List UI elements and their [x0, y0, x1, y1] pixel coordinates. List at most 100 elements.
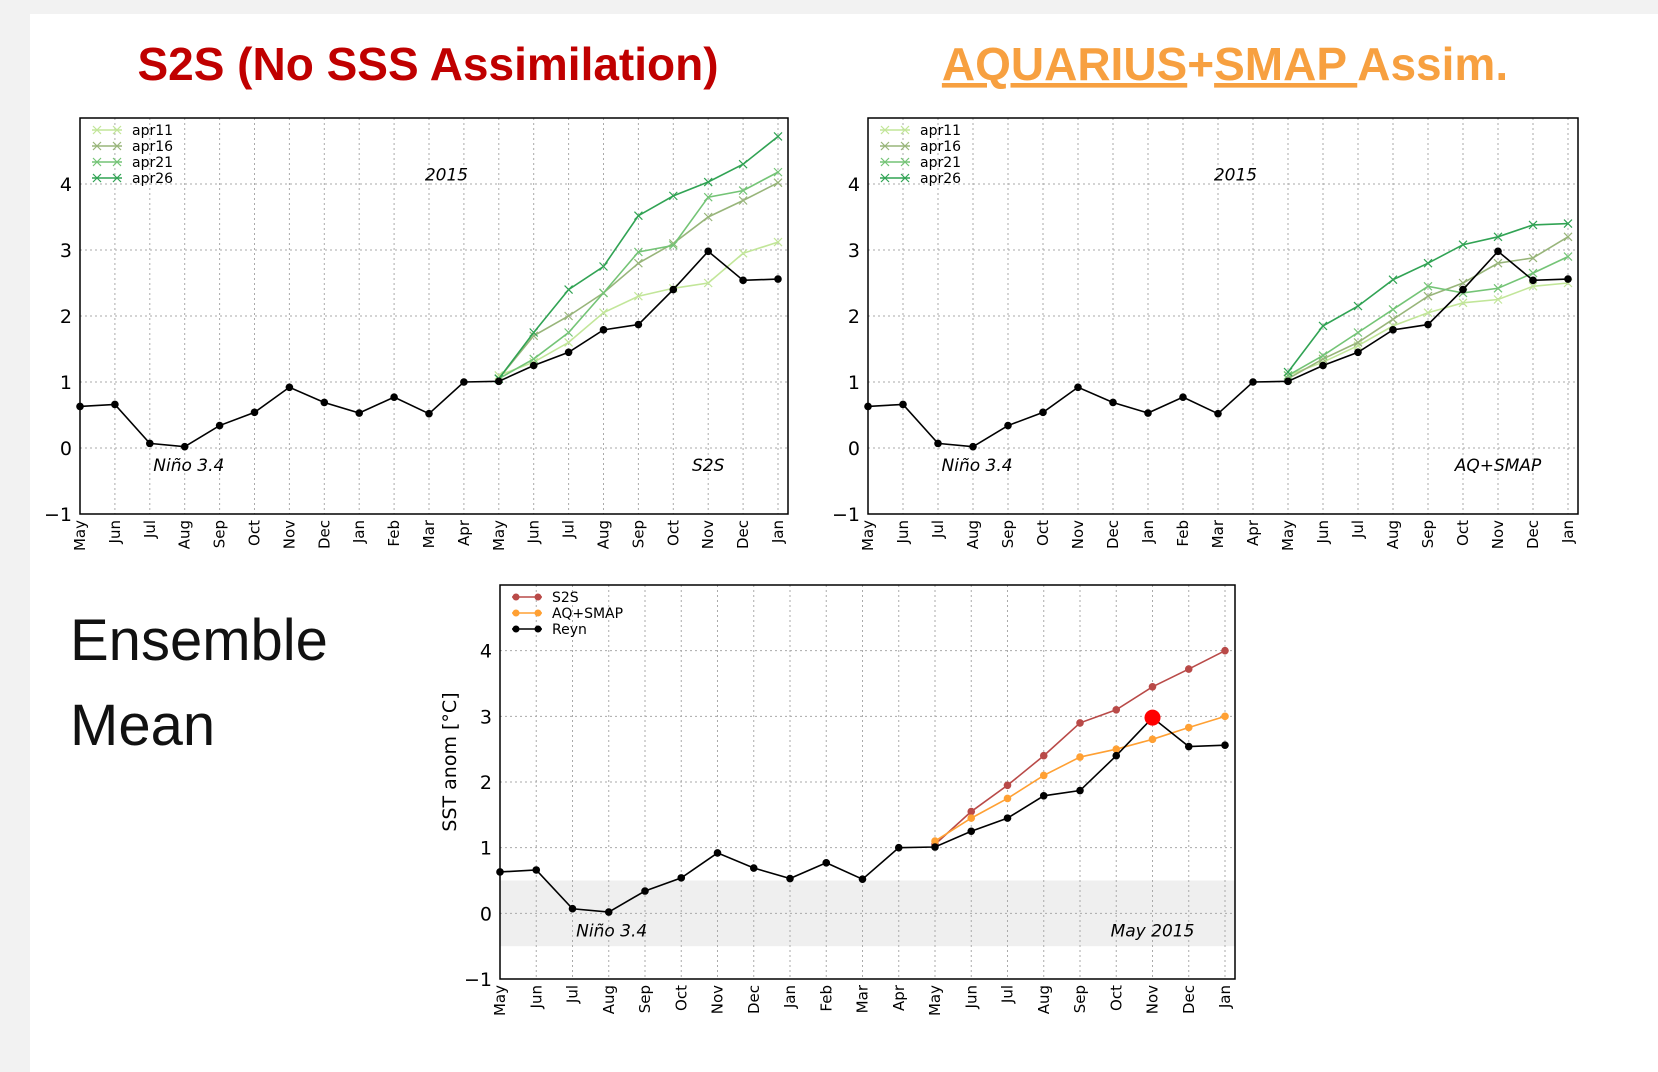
point — [634, 320, 643, 329]
x-tick-label: Feb — [385, 520, 403, 547]
point — [1039, 771, 1048, 780]
point — [668, 191, 678, 201]
x-tick-label: Jul — [564, 985, 582, 1004]
y-tick-label: 0 — [60, 438, 72, 460]
point — [1144, 409, 1152, 417]
point — [1112, 751, 1121, 760]
point — [1493, 258, 1503, 268]
plot-frame — [867, 117, 1579, 515]
legend-marker — [512, 609, 520, 617]
point — [969, 442, 977, 451]
point — [739, 276, 747, 285]
y-tick-label: 4 — [60, 174, 72, 196]
point — [773, 178, 783, 188]
x-tick-label: May — [71, 520, 89, 551]
x-tick-label: Nov — [699, 520, 717, 549]
point — [1179, 393, 1187, 401]
legend-label: apr26 — [132, 171, 173, 187]
x-tick-label: Oct — [1107, 985, 1125, 1011]
x-tick-label: Jun — [1314, 520, 1332, 544]
x-tick-label: Sep — [1071, 985, 1089, 1013]
point — [599, 308, 608, 318]
point — [1563, 232, 1573, 242]
point — [1039, 751, 1048, 760]
legend-marker — [92, 157, 122, 167]
y-tick-label: 2 — [480, 772, 492, 794]
legend-marker — [880, 141, 910, 151]
y-tick-label: −1 — [44, 504, 72, 526]
point — [822, 858, 831, 867]
legend-marker — [512, 625, 520, 633]
x-tick-label: Jan — [781, 985, 799, 1009]
x-tick-label: Dec — [315, 520, 333, 549]
title-part: AQUARIUS — [942, 38, 1187, 90]
point — [564, 311, 574, 321]
point — [703, 278, 713, 288]
point — [738, 186, 748, 196]
x-tick-label: Oct — [672, 985, 690, 1011]
legend-label: S2S — [552, 590, 579, 606]
point — [1221, 712, 1229, 721]
x-tick-label: Mar — [420, 519, 438, 548]
legend-label: AQ+SMAP — [552, 606, 623, 622]
title-left: S2S (No SSS Assimilation) — [137, 38, 718, 90]
point — [529, 361, 538, 370]
point — [1528, 268, 1538, 278]
title-part: Assim. — [1357, 38, 1508, 90]
y-axis-label: SST anom [°C] — [439, 692, 461, 831]
x-tick-label: Jul — [1349, 520, 1367, 539]
point — [320, 398, 329, 407]
x-tick-label: Sep — [629, 520, 647, 548]
point — [180, 442, 189, 451]
band — [500, 880, 1235, 947]
point — [703, 177, 713, 187]
x-tick-label: Aug — [1035, 985, 1053, 1014]
point — [390, 393, 398, 401]
point — [146, 439, 154, 448]
point — [703, 212, 713, 222]
point — [250, 408, 259, 417]
point — [1388, 304, 1398, 314]
x-tick-label: Jan — [769, 520, 787, 544]
point — [568, 904, 577, 913]
point — [934, 439, 942, 448]
point — [1528, 253, 1538, 263]
point — [1423, 308, 1433, 318]
point — [773, 132, 783, 141]
point — [1221, 646, 1229, 655]
run-label: S2S — [692, 456, 725, 476]
y-tick-label: 4 — [480, 641, 492, 663]
x-tick-label: May — [926, 985, 944, 1016]
point — [1318, 321, 1328, 331]
legend-label: apr21 — [920, 155, 961, 171]
x-tick-label: May — [859, 520, 877, 551]
point — [1424, 320, 1432, 329]
legend-label: apr26 — [920, 171, 961, 187]
x-tick-label: Jun — [106, 520, 124, 544]
title-part: SMAP — [1214, 38, 1357, 90]
point — [1423, 258, 1433, 268]
highlight-point — [1144, 709, 1161, 726]
point — [738, 159, 748, 169]
y-tick-label: 4 — [848, 174, 860, 196]
legend-marker — [92, 173, 122, 183]
point — [1074, 383, 1082, 392]
y-tick-label: −1 — [832, 504, 860, 526]
x-tick-label: Sep — [211, 520, 229, 548]
legend-label: apr21 — [132, 155, 173, 171]
run-label: May 2015 — [1111, 921, 1195, 941]
point — [1039, 408, 1047, 417]
point — [1004, 421, 1012, 430]
point — [1529, 276, 1537, 285]
x-tick-label: May — [1279, 520, 1297, 551]
point — [773, 237, 783, 247]
run-label: AQ+SMAP — [1454, 456, 1542, 476]
point — [1493, 232, 1503, 242]
point — [529, 354, 539, 364]
point — [1003, 814, 1012, 822]
legend-marker — [92, 141, 122, 151]
point — [1003, 781, 1012, 790]
point — [495, 377, 503, 386]
point — [677, 874, 686, 882]
